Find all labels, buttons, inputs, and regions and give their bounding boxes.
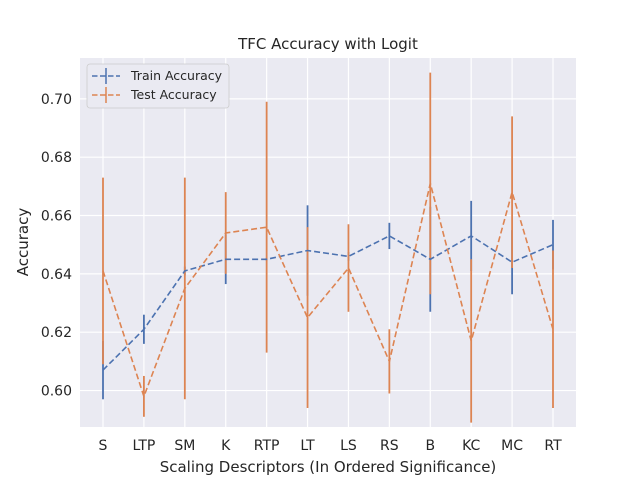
x-tick-label: LTP bbox=[132, 438, 155, 454]
tick-labels: S LTP SM K RTP LT LS RS B KC MC RT 0.60 0.62 0.64 0.66 0… bbox=[41, 92, 562, 454]
legend: Train Accuracy Test Accuracy bbox=[86, 63, 230, 109]
series-line-train bbox=[102, 234, 554, 371]
y-tick-label: 0.64 bbox=[41, 267, 72, 283]
x-tick-label: RT bbox=[544, 438, 562, 454]
y-axis-label: Accuracy bbox=[14, 208, 32, 277]
x-tick-label: MC bbox=[501, 438, 523, 454]
x-tick-label: LT bbox=[300, 438, 315, 454]
x-tick-label: B bbox=[425, 438, 435, 454]
y-tick-label: 0.70 bbox=[41, 92, 72, 108]
chart-title: TFC Accuracy with Logit bbox=[237, 35, 418, 53]
x-tick-label: LS bbox=[340, 438, 357, 454]
x-tick-label: S bbox=[99, 438, 108, 454]
x-tick-label: KC bbox=[462, 438, 480, 454]
plot-background bbox=[80, 58, 576, 427]
y-tick-label: 0.62 bbox=[41, 325, 72, 341]
series-line-test bbox=[102, 183, 554, 399]
x-axis-label: Scaling Descriptors (In Ordered Signific… bbox=[160, 458, 497, 476]
legend-label-test: Test Accuracy bbox=[130, 87, 217, 102]
y-tick-label: 0.66 bbox=[41, 209, 72, 225]
x-tick-label: K bbox=[221, 438, 231, 454]
series-lines bbox=[102, 183, 554, 399]
legend-frame bbox=[86, 63, 230, 109]
legend-label-train: Train Accuracy bbox=[130, 68, 223, 83]
x-tick-label: SM bbox=[174, 438, 195, 454]
x-tick-label: RS bbox=[380, 438, 399, 454]
y-tick-label: 0.68 bbox=[41, 150, 72, 166]
y-tick-label: 0.60 bbox=[41, 384, 72, 400]
x-tick-label: RTP bbox=[254, 438, 280, 454]
